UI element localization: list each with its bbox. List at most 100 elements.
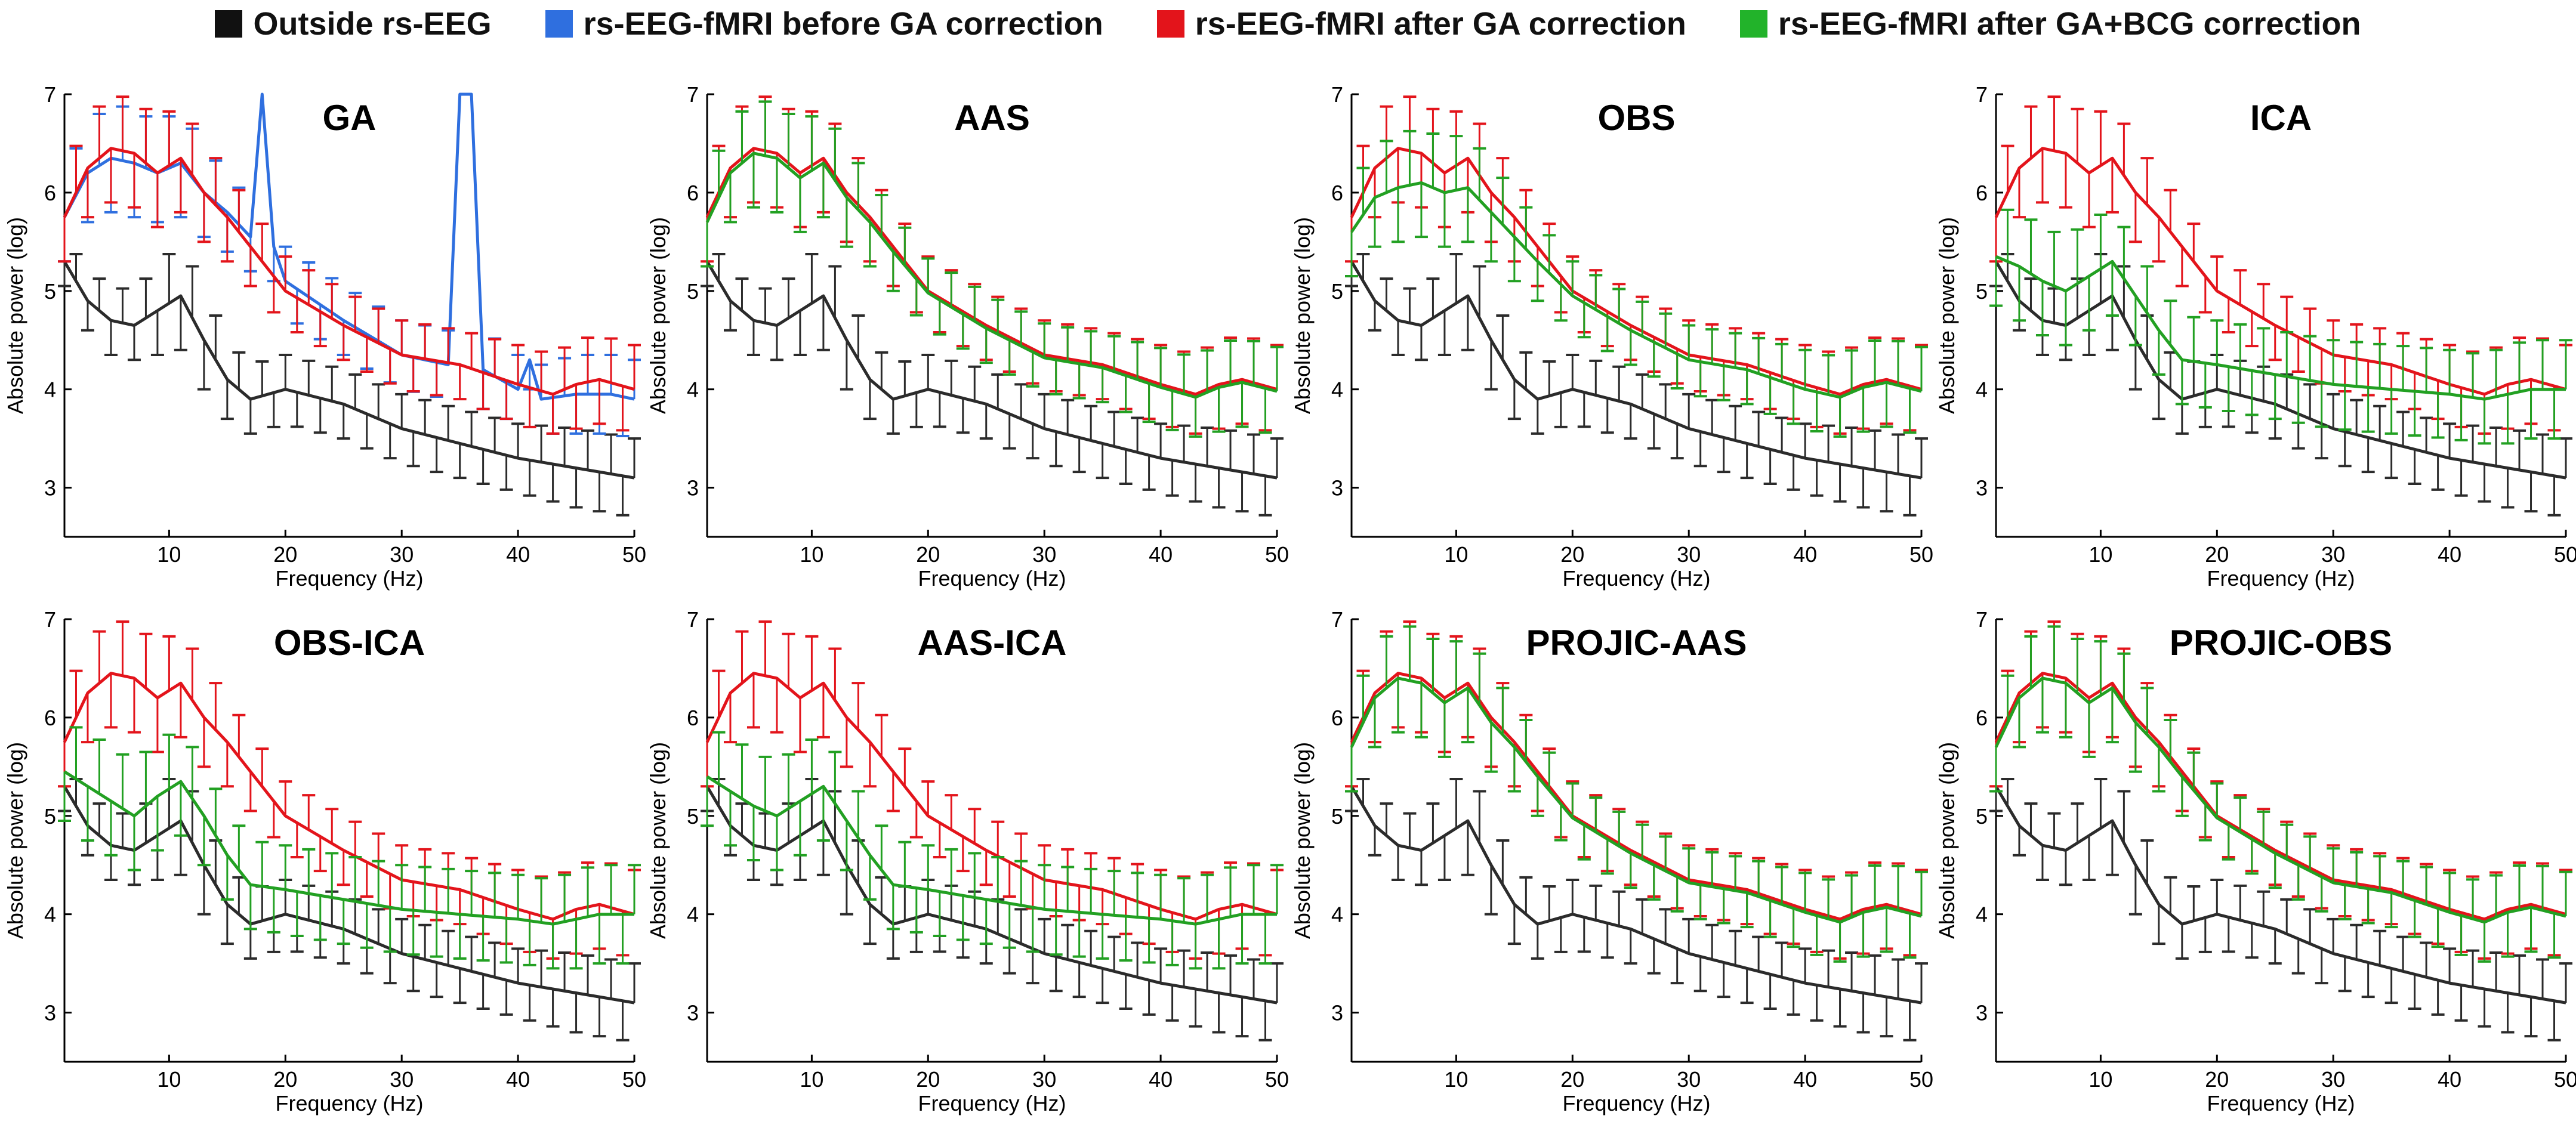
x-tick-label: 30 (1677, 542, 1701, 567)
x-tick-label: 20 (916, 1067, 940, 1092)
legend-label-after-ga: rs-EEG-fMRI after GA correction (1195, 6, 1686, 42)
legend-item-after-ga: rs-EEG-fMRI after GA correction (1156, 5, 1686, 42)
panel-aas: 10 20 30 40 50 3 4 5 6 7 Frequency (Hz) Absolute po… (646, 82, 1289, 591)
x-tick-label: 20 (916, 542, 940, 567)
series-line (705, 672, 1278, 921)
x-tick-label: 40 (2438, 1067, 2461, 1092)
series-line (63, 92, 635, 401)
x-tick-label: 30 (2321, 1067, 2345, 1092)
y-tick-label: 7 (687, 607, 699, 632)
panel-projic-obs: 10 20 30 40 50 3 4 5 6 7 Frequency (Hz) Absolute po… (1935, 607, 2576, 1115)
legend-item-before-ga: rs-EEG-fMRI before GA correction (545, 5, 1103, 42)
y-tick-label: 6 (44, 706, 56, 730)
y-axis-label: Absolute power (log) (1290, 217, 1315, 414)
series-line (63, 147, 635, 396)
x-tick-label: 20 (2205, 1067, 2229, 1092)
series-outside (1345, 252, 1928, 517)
x-tick-label: 50 (2554, 1067, 2576, 1092)
chart-title: AAS-ICA (918, 623, 1067, 663)
series-line (1994, 261, 2566, 480)
panel-aas-ica: 10 20 30 40 50 3 4 5 6 7 Frequency (Hz) Absolute po… (646, 607, 1289, 1115)
y-tick-label: 3 (44, 1001, 56, 1025)
series-after_bcg (1989, 208, 2572, 445)
y-tick-label: 6 (1331, 181, 1343, 205)
legend-swatch-after-bcg (1739, 10, 1767, 38)
y-tick-label: 6 (687, 181, 699, 205)
x-tick-label: 20 (1560, 542, 1584, 567)
chart-title: OBS-ICA (274, 623, 425, 663)
series-after_bcg (701, 731, 1284, 970)
x-tick-label: 20 (1560, 1067, 1584, 1092)
series-after_bcg (701, 100, 1284, 438)
x-tick-label: 10 (157, 542, 181, 567)
y-axis-label: Absolute power (log) (1290, 742, 1315, 939)
x-tick-label: 10 (1444, 542, 1468, 567)
series-after_bcg (1989, 625, 2572, 963)
y-tick-label: 5 (687, 804, 699, 829)
series-line (1994, 147, 2566, 396)
series-line (1995, 255, 2566, 401)
y-tick-label: 3 (687, 476, 699, 500)
series-line (1350, 676, 1922, 924)
x-tick-label: 50 (1909, 542, 1933, 567)
y-tick-label: 4 (1976, 903, 1988, 927)
series-after_bcg (58, 726, 641, 970)
y-tick-label: 6 (1976, 181, 1988, 205)
x-tick-label: 30 (1032, 542, 1056, 567)
y-axis-label: Absolute power (log) (646, 742, 670, 939)
y-tick-label: 4 (1331, 378, 1343, 402)
y-tick-label: 3 (1331, 476, 1343, 500)
chart-title: PROJIC-OBS (2170, 623, 2392, 663)
y-tick-label: 6 (1331, 706, 1343, 730)
y-tick-label: 4 (44, 378, 56, 402)
series-line (706, 775, 1277, 926)
series-line (63, 672, 635, 921)
x-tick-label: 50 (1909, 1067, 1933, 1092)
series-outside (701, 252, 1284, 517)
legend: Outside rs-EEG rs-EEG-fMRI before GA cor… (0, 0, 2576, 48)
y-tick-label: 7 (44, 607, 56, 632)
x-tick-label: 50 (622, 1067, 646, 1092)
y-tick-label: 5 (44, 279, 56, 304)
x-axis-label: Frequency (Hz) (2207, 566, 2355, 591)
y-tick-label: 4 (1331, 903, 1343, 927)
panel-obs: 10 20 30 40 50 3 4 5 6 7 Frequency (Hz) Absolute po… (1290, 82, 1933, 591)
chart-title: ICA (2250, 98, 2312, 138)
legend-swatch-after-ga (1156, 10, 1184, 38)
x-tick-label: 20 (2205, 542, 2229, 567)
x-axis-label: Frequency (Hz) (2207, 1091, 2355, 1115)
series-outside (1345, 777, 1928, 1042)
y-tick-label: 5 (1976, 804, 1988, 829)
x-tick-label: 50 (2554, 542, 2576, 567)
x-tick-label: 40 (1149, 1067, 1173, 1092)
x-axis-label: Frequency (Hz) (1562, 566, 1710, 591)
x-axis-label: Frequency (Hz) (1562, 1091, 1710, 1115)
series-after_bcg (1345, 129, 1928, 438)
series-line (1350, 147, 1922, 396)
y-axis-label: Absolute power (log) (1935, 217, 1959, 414)
x-tick-label: 40 (2438, 542, 2461, 567)
x-tick-label: 20 (273, 1067, 297, 1092)
y-axis-label: Absolute power (log) (1935, 742, 1959, 939)
series-line (1994, 786, 2566, 1005)
x-tick-label: 40 (1793, 542, 1817, 567)
series-outside (1989, 252, 2572, 517)
y-tick-label: 3 (44, 476, 56, 500)
panel-ica: 10 20 30 40 50 3 4 5 6 7 Frequency (Hz) Absolute po… (1935, 82, 2576, 591)
x-tick-label: 50 (1265, 1067, 1289, 1092)
x-tick-label: 30 (390, 1067, 414, 1092)
x-axis-label: Frequency (Hz) (918, 566, 1066, 591)
x-tick-label: 10 (157, 1067, 181, 1092)
series-line (1350, 181, 1922, 399)
x-axis-label: Frequency (Hz) (275, 1091, 423, 1115)
y-tick-label: 4 (1976, 378, 1988, 402)
x-axis-label: Frequency (Hz) (275, 566, 423, 591)
y-tick-label: 3 (687, 1001, 699, 1025)
y-tick-label: 4 (44, 903, 56, 927)
y-tick-label: 3 (1976, 1001, 1988, 1025)
x-tick-label: 30 (1032, 1067, 1056, 1092)
series-outside (58, 252, 641, 517)
x-tick-label: 40 (506, 542, 530, 567)
y-tick-label: 6 (687, 706, 699, 730)
